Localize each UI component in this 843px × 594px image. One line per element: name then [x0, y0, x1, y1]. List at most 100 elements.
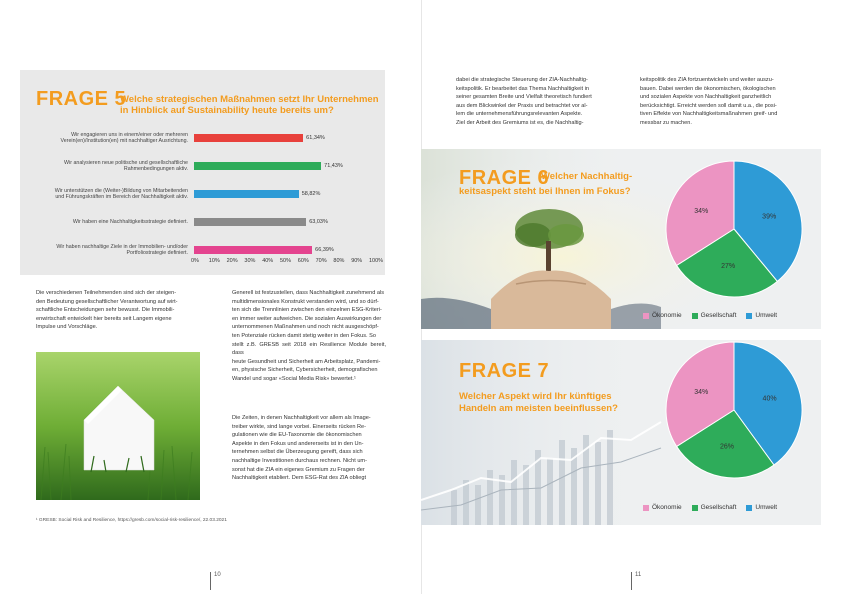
legend-item: Gesellschaft — [691, 312, 737, 319]
x-axis-tick-label: 10% — [208, 258, 220, 264]
legend-label: Umwelt — [755, 504, 778, 511]
text-line: Die verschiedenen Teilnehmenden sind sic… — [36, 290, 177, 296]
text-line: Aspekte in den Fokus und andererseits is… — [232, 440, 364, 447]
bar — [194, 190, 299, 198]
bar-value-label: 58,82% — [301, 191, 321, 197]
left-column-1-text: Die verschiedenen Teilnehmenden sind sic… — [36, 289, 199, 332]
text-line: gulationen wie die EU-Taxonomie die ökon… — [232, 432, 362, 439]
legend-label: Gesellschaft — [700, 312, 737, 319]
legend-item: Gesellschaft — [691, 504, 737, 511]
x-axis-tick-label: 50% — [280, 258, 292, 264]
text-line: Wandel und sogar «Social Media Risk» bew… — [232, 375, 356, 382]
bar-category-label-line: Rahmenbedingungen aktiv. — [123, 166, 188, 172]
x-axis-tick-label: 0% — [191, 258, 199, 264]
x-axis-tick-label: 70% — [315, 258, 327, 264]
text-line: und sozialen Aspekte von Nachhaltigkeit … — [640, 94, 772, 101]
bar — [194, 162, 322, 170]
text-line: tiven Effekte von Nachhaltigkeitsmaßnahm… — [640, 111, 778, 118]
frage6-number: FRAGE 6 — [459, 167, 550, 189]
frage6-panel: FRAGE 6 Welcher Nachhaltig- keitsaspekt … — [421, 149, 821, 329]
legend-label: Gesellschaft — [700, 504, 737, 511]
bar-category-label: Wir unterstützen die (Weiter-)Bildung vo… — [28, 188, 188, 201]
pie-slice-label: 27% — [721, 263, 735, 270]
bar — [194, 218, 307, 226]
frage6-question-line2: keitsaspekt steht bei Ihnen im Fokus? — [459, 186, 631, 197]
bar-category-label-line: Portfoliostrategie definiert. — [126, 250, 188, 256]
pie-slice-label: 40% — [763, 395, 777, 402]
bar-category-label-line: und Führungskräften im Bereich der Nachh… — [55, 194, 188, 200]
text-line: treiber wirkte, sind lange vorbei. Einer… — [232, 423, 366, 430]
pie-slice — [675, 228, 779, 298]
frage5-question-line2: in Hinblick auf Sustainability heute ber… — [120, 105, 334, 116]
bar-value-label: 71,43% — [324, 163, 343, 169]
page-number-right: 11 — [635, 572, 642, 578]
frage5-question-line1: Welche strategischen Maßnahmen setzt Ihr… — [120, 94, 379, 105]
text-line: Impulse und Vorschläge. — [36, 324, 98, 331]
legend-swatch — [691, 312, 698, 319]
bar-category-label-line: Wir haben nachhaltige Ziele in der Immob… — [56, 243, 188, 250]
x-axis-tick-label: 60% — [297, 258, 309, 264]
text-line: lem die unternehmensführungsrelevanten A… — [456, 111, 583, 118]
bar-value-label: 63,03% — [309, 219, 328, 225]
bar-category-label-line: Wir engagieren uns in einem/einer oder m… — [71, 131, 188, 138]
text-line: Ziel der Arbeit des Gremiums ist es, die… — [456, 119, 584, 126]
frage6-pie-chart: 39% 27% 34% — [665, 160, 803, 298]
text-line: dabei die strategische Steuerung der ZIA… — [456, 77, 588, 83]
text-line: unternommenen Maßnahmen und noch nicht a… — [232, 324, 379, 331]
text-line: keitspolitik des ZIA fortzuentwickeln un… — [640, 77, 774, 83]
text-line: ternehmen selbst die Überzeugung gereift… — [232, 449, 363, 456]
x-axis-tick-label: 40% — [262, 258, 274, 264]
pie-slice — [675, 409, 775, 479]
text-line: Nachhaltigkeit etabliert. Dem ESG-Rat de… — [232, 475, 367, 482]
text-line: sonst hat die ZIA ein eigenes Gremium zu… — [232, 466, 365, 473]
text-line: en immer weiter aufweichen. Die sozialen… — [232, 315, 382, 322]
legend-label: Ökonomie — [652, 504, 682, 511]
legend-swatch — [746, 312, 753, 319]
frage5-number: FRAGE 5 — [36, 88, 127, 110]
bar-category-label-line: Wir haben eine Nachhaltigkeitsstrategie … — [72, 218, 188, 225]
legend-item: Umwelt — [746, 312, 777, 319]
legend-label: Ökonomie — [652, 312, 682, 319]
bar — [194, 134, 304, 142]
legend-swatch — [643, 504, 649, 511]
frage7-panel: FRAGE 7 Welcher Aspekt wird Ihr künftige… — [421, 340, 821, 525]
text-line: en, physische Sicherheit, Cybersicherhei… — [232, 367, 378, 374]
text-line: schaftliche Entscheidungen sehr bewusst.… — [36, 307, 175, 314]
legend-swatch — [691, 504, 698, 511]
text-line: multidimensionales Konstrukt verstanden … — [232, 298, 379, 305]
text-line: seiner gesamten Breite und Vielfalt theo… — [456, 94, 592, 101]
pie-slice — [733, 160, 803, 283]
text-line: enwirtschaft entwickelt hier bereits sei… — [36, 315, 172, 322]
legend-label: Umwelt — [755, 312, 778, 319]
page-number-rule-right — [631, 572, 632, 590]
bar-category-label-line: Wir analysieren neue politische und gese… — [64, 159, 188, 166]
page-number-rule-left — [210, 572, 211, 590]
bar-category-label: Wir analysieren neue politische und gese… — [28, 160, 188, 173]
pie-slice — [665, 160, 735, 267]
pie-slice-label: 34% — [694, 208, 708, 215]
x-axis-tick-label: 80% — [333, 258, 345, 264]
x-axis-tick-label: 100% — [369, 258, 384, 264]
pie-slice — [665, 341, 735, 448]
frage6-question-line1: Welcher Nachhaltig- — [541, 171, 633, 182]
footnote: ¹ GRESB: Social Risk and Resilience, htt… — [36, 518, 227, 523]
text-line: keitspolitik. Er bearbeitet das Thema Na… — [456, 85, 589, 92]
frage7-question-line1: Welcher Aspekt wird Ihr künftiges — [459, 391, 612, 402]
legend-item: Umwelt — [746, 504, 777, 511]
legend-swatch — [643, 312, 649, 319]
pie-slice-label: 34% — [694, 389, 708, 396]
bar-value-label: 66,39% — [315, 247, 334, 253]
pie-slice-label: 39% — [762, 213, 776, 220]
bar-category-label: Wir engagieren uns in einem/einer oder m… — [28, 131, 189, 145]
x-axis-tick-label: 90% — [351, 258, 363, 264]
left-column-2-paragraph-2: Die Zeiten, in denen Nachhaltigkeit vor … — [232, 414, 386, 483]
bar-category-label: Wir haben nachhaltige Ziele in der Immob… — [28, 244, 188, 257]
text-line: aus dem Blickwinkel der Praxis und betra… — [456, 102, 588, 109]
pie-slice — [733, 341, 803, 466]
right-column-1-text: dabei die strategische Steuerung der ZIA… — [456, 76, 618, 128]
x-axis-tick-label: 30% — [244, 258, 256, 264]
bar-value-label: 61,34% — [306, 135, 325, 141]
text-line: heute Gesundheit und Sicherheit am Arbei… — [232, 358, 381, 365]
frage7-legend: Ökonomie Gesellschaft Umwelt — [643, 504, 777, 511]
legend-item: Ökonomie — [643, 312, 682, 319]
